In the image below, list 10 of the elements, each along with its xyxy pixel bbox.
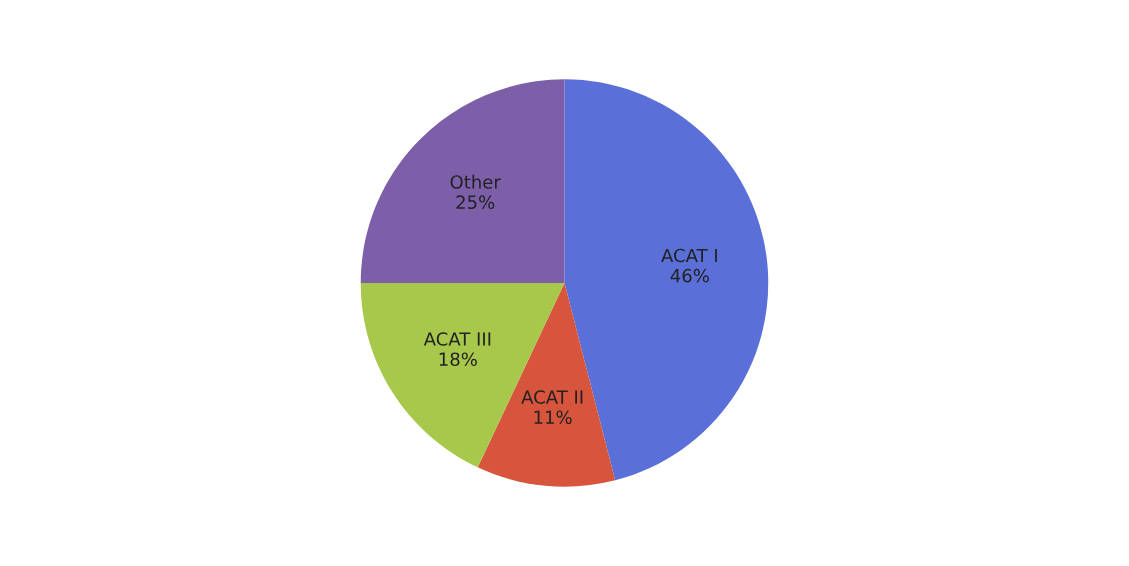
slice-label: ACAT II xyxy=(521,390,583,404)
slice-label: ACAT III xyxy=(423,332,491,346)
data-label: 11% xyxy=(534,410,572,425)
data-label: 25% xyxy=(456,195,495,210)
slice-label: ACAT I xyxy=(661,248,717,263)
slice-label: Other xyxy=(450,174,501,189)
pie-slice xyxy=(477,283,616,487)
data-label: 46% xyxy=(670,268,709,283)
pie-slice xyxy=(360,79,565,283)
data-label: 18% xyxy=(439,352,477,367)
